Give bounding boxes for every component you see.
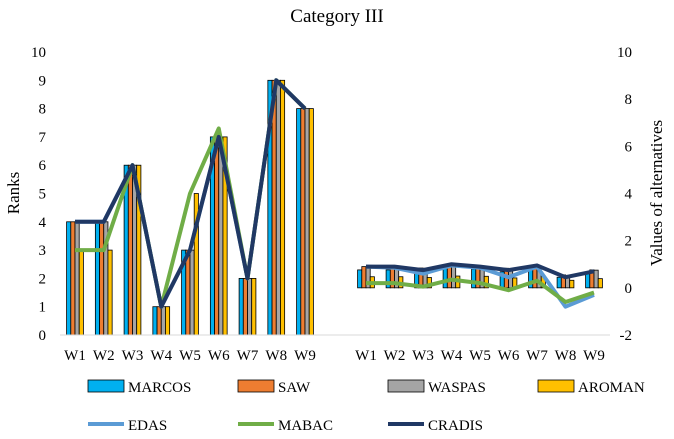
right-x-tick-label: W7 <box>526 348 548 364</box>
legend-swatch-saw <box>237 379 275 393</box>
legend: MARCOS SAW WASPAS AROMAN EDAS MABAC CRADIS <box>87 379 645 434</box>
y-tick-label: 5 <box>39 187 47 203</box>
y-tick-label: 1 <box>39 300 47 316</box>
y-tick-label: 7 <box>39 130 47 146</box>
y-tick-label: 3 <box>39 243 47 259</box>
right-bar-marcos <box>556 276 562 289</box>
left-bar-waspas <box>74 221 80 336</box>
left-x-tick-label: W5 <box>179 348 201 364</box>
left-bar-waspas <box>247 277 253 336</box>
left-bar-saw <box>99 221 105 336</box>
right-panel <box>357 262 603 309</box>
left-bar-aroman <box>107 249 113 336</box>
y2-tick-label: 2 <box>625 234 633 250</box>
y-tick-label: 0 <box>39 328 47 344</box>
right-bar-saw <box>361 266 367 289</box>
right-bar-aroman <box>597 278 603 289</box>
y2-axis-ticks: -2 0 2 4 6 8 10 <box>617 45 633 344</box>
right-x-tick-label: W3 <box>412 348 434 364</box>
right-bar-marcos <box>471 268 477 289</box>
right-bar-marcos <box>442 268 448 289</box>
left-bar-aroman <box>308 108 314 336</box>
legend-label-waspas: WASPAS <box>428 380 486 396</box>
right-x-tick-label: W1 <box>355 348 377 364</box>
left-bar-waspas <box>189 249 195 336</box>
right-bar-marcos <box>357 269 363 289</box>
left-bar-saw <box>214 136 220 336</box>
right-line-mabac <box>366 277 595 304</box>
legend-swatch-aroman <box>537 379 575 393</box>
right-bar-aroman <box>569 279 575 289</box>
right-x-tick-label: W6 <box>498 348 520 364</box>
left-bar-saw <box>300 108 306 336</box>
y-tick-label: 8 <box>39 102 47 118</box>
left-line-cradis <box>75 78 307 309</box>
left-bar-marcos <box>238 277 244 336</box>
left-bar-marcos <box>152 306 158 336</box>
right-bar-waspas <box>593 269 599 289</box>
right-x-tick-label: W4 <box>441 348 463 364</box>
right-x-tick-label: W2 <box>384 348 406 364</box>
left-x-tick-label: W6 <box>208 348 230 364</box>
y2-tick-label: 4 <box>625 187 633 203</box>
left-x-tick-label: W4 <box>150 348 172 364</box>
left-x-tick-label: W3 <box>122 348 144 364</box>
y2-tick-label: 8 <box>625 92 633 108</box>
left-bar-aroman <box>78 249 84 336</box>
y2-tick-label: 10 <box>617 45 632 61</box>
right-bar-marcos <box>385 269 391 289</box>
left-bar-aroman <box>165 306 171 336</box>
y-tick-label: 10 <box>31 45 46 61</box>
y-tick-label: 2 <box>39 271 47 287</box>
y2-tick-label: 0 <box>625 281 633 297</box>
right-line-cradis <box>366 262 595 280</box>
right-x-tick-label: W5 <box>469 348 491 364</box>
y-tick-label: 9 <box>39 73 47 89</box>
right-x-tick-label: W8 <box>555 348 577 364</box>
left-bar-saw <box>185 249 191 336</box>
left-bar-aroman <box>251 277 257 336</box>
right-bar-waspas <box>451 265 457 289</box>
left-x-tick-label: W8 <box>265 348 287 364</box>
left-panel <box>66 78 314 336</box>
legend-label-edas: EDAS <box>128 418 167 434</box>
legend-label-aroman: AROMAN <box>578 380 645 396</box>
left-x-tick-label: W9 <box>294 348 316 364</box>
left-bar-aroman <box>280 79 286 336</box>
legend-label-saw: SAW <box>278 380 311 396</box>
x-axis-labels: W1 W2 W3 W4 W5 W6 W7 W8 W9 W1 W2 W3 W4 W5 W6 W7 W8 W9 <box>64 348 605 364</box>
left-bar-marcos <box>94 221 100 336</box>
left-x-tick-label: W1 <box>64 348 86 364</box>
right-x-tick-label: W9 <box>583 348 605 364</box>
right-bar-marcos <box>585 272 591 289</box>
y2-tick-label: 6 <box>625 139 633 155</box>
left-bar-marcos <box>296 108 302 336</box>
legend-label-cradis: CRADIS <box>428 418 483 434</box>
y2-axis-label: Values of alternatives <box>647 120 666 266</box>
left-bar-waspas <box>275 79 281 336</box>
chart-title: Category III <box>290 6 383 27</box>
left-x-tick-label: W2 <box>93 348 115 364</box>
y2-tick-label: -2 <box>620 328 633 344</box>
legend-label-mabac: MABAC <box>278 418 333 434</box>
y-tick-label: 4 <box>39 215 47 231</box>
legend-swatch-marcos <box>87 379 125 393</box>
left-bar-waspas <box>304 108 310 336</box>
y-axis-ticks: 0 1 2 3 4 5 6 7 8 9 10 <box>31 45 47 344</box>
right-bar-aroman <box>483 275 489 289</box>
legend-label-marcos: MARCOS <box>128 380 191 396</box>
left-bar-saw <box>70 221 76 336</box>
y-axis-label: Ranks <box>4 172 23 215</box>
left-x-tick-label: W7 <box>237 348 259 364</box>
left-bar-saw <box>156 306 162 336</box>
left-bar-waspas <box>160 306 166 336</box>
left-bar-saw <box>127 164 133 336</box>
legend-swatch-waspas <box>387 379 425 393</box>
left-bar-saw <box>242 277 248 336</box>
left-bar-marcos <box>66 221 72 336</box>
left-bar-waspas <box>218 136 224 336</box>
y-tick-label: 6 <box>39 158 47 174</box>
right-bar-saw <box>446 265 452 289</box>
